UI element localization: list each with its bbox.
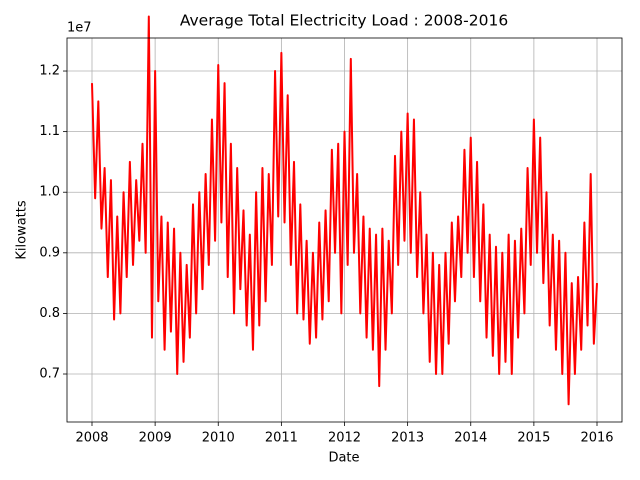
x-tick-label: 2016 — [580, 431, 613, 446]
y-tick-label: 0.7 — [39, 367, 60, 382]
plot-frame — [66, 37, 623, 423]
x-tick-label: 2011 — [265, 431, 298, 446]
x-tick-label: 2008 — [75, 431, 108, 446]
x-tick-label: 2010 — [202, 431, 235, 446]
y-tick-label: 1.2 — [39, 64, 60, 79]
x-tick-label: 2014 — [454, 431, 487, 446]
y-tick-label: 0.8 — [39, 306, 60, 321]
x-tick-label: 2013 — [391, 431, 424, 446]
chart-title: Average Total Electricity Load : 2008-20… — [180, 12, 508, 30]
x-tick-label: 2012 — [328, 431, 361, 446]
y-axis-label: Kilowatts — [15, 200, 30, 259]
x-tick-label: 2009 — [139, 431, 172, 446]
y-tick-label: 0.9 — [39, 245, 60, 260]
data-line — [91, 15, 598, 406]
y-tick-label: 1.1 — [39, 124, 60, 139]
x-axis-label: Date — [328, 451, 359, 466]
x-tick-label: 2015 — [517, 431, 550, 446]
y-offset-label: 1e7 — [67, 21, 92, 36]
y-tick-label: 1.0 — [39, 185, 60, 200]
